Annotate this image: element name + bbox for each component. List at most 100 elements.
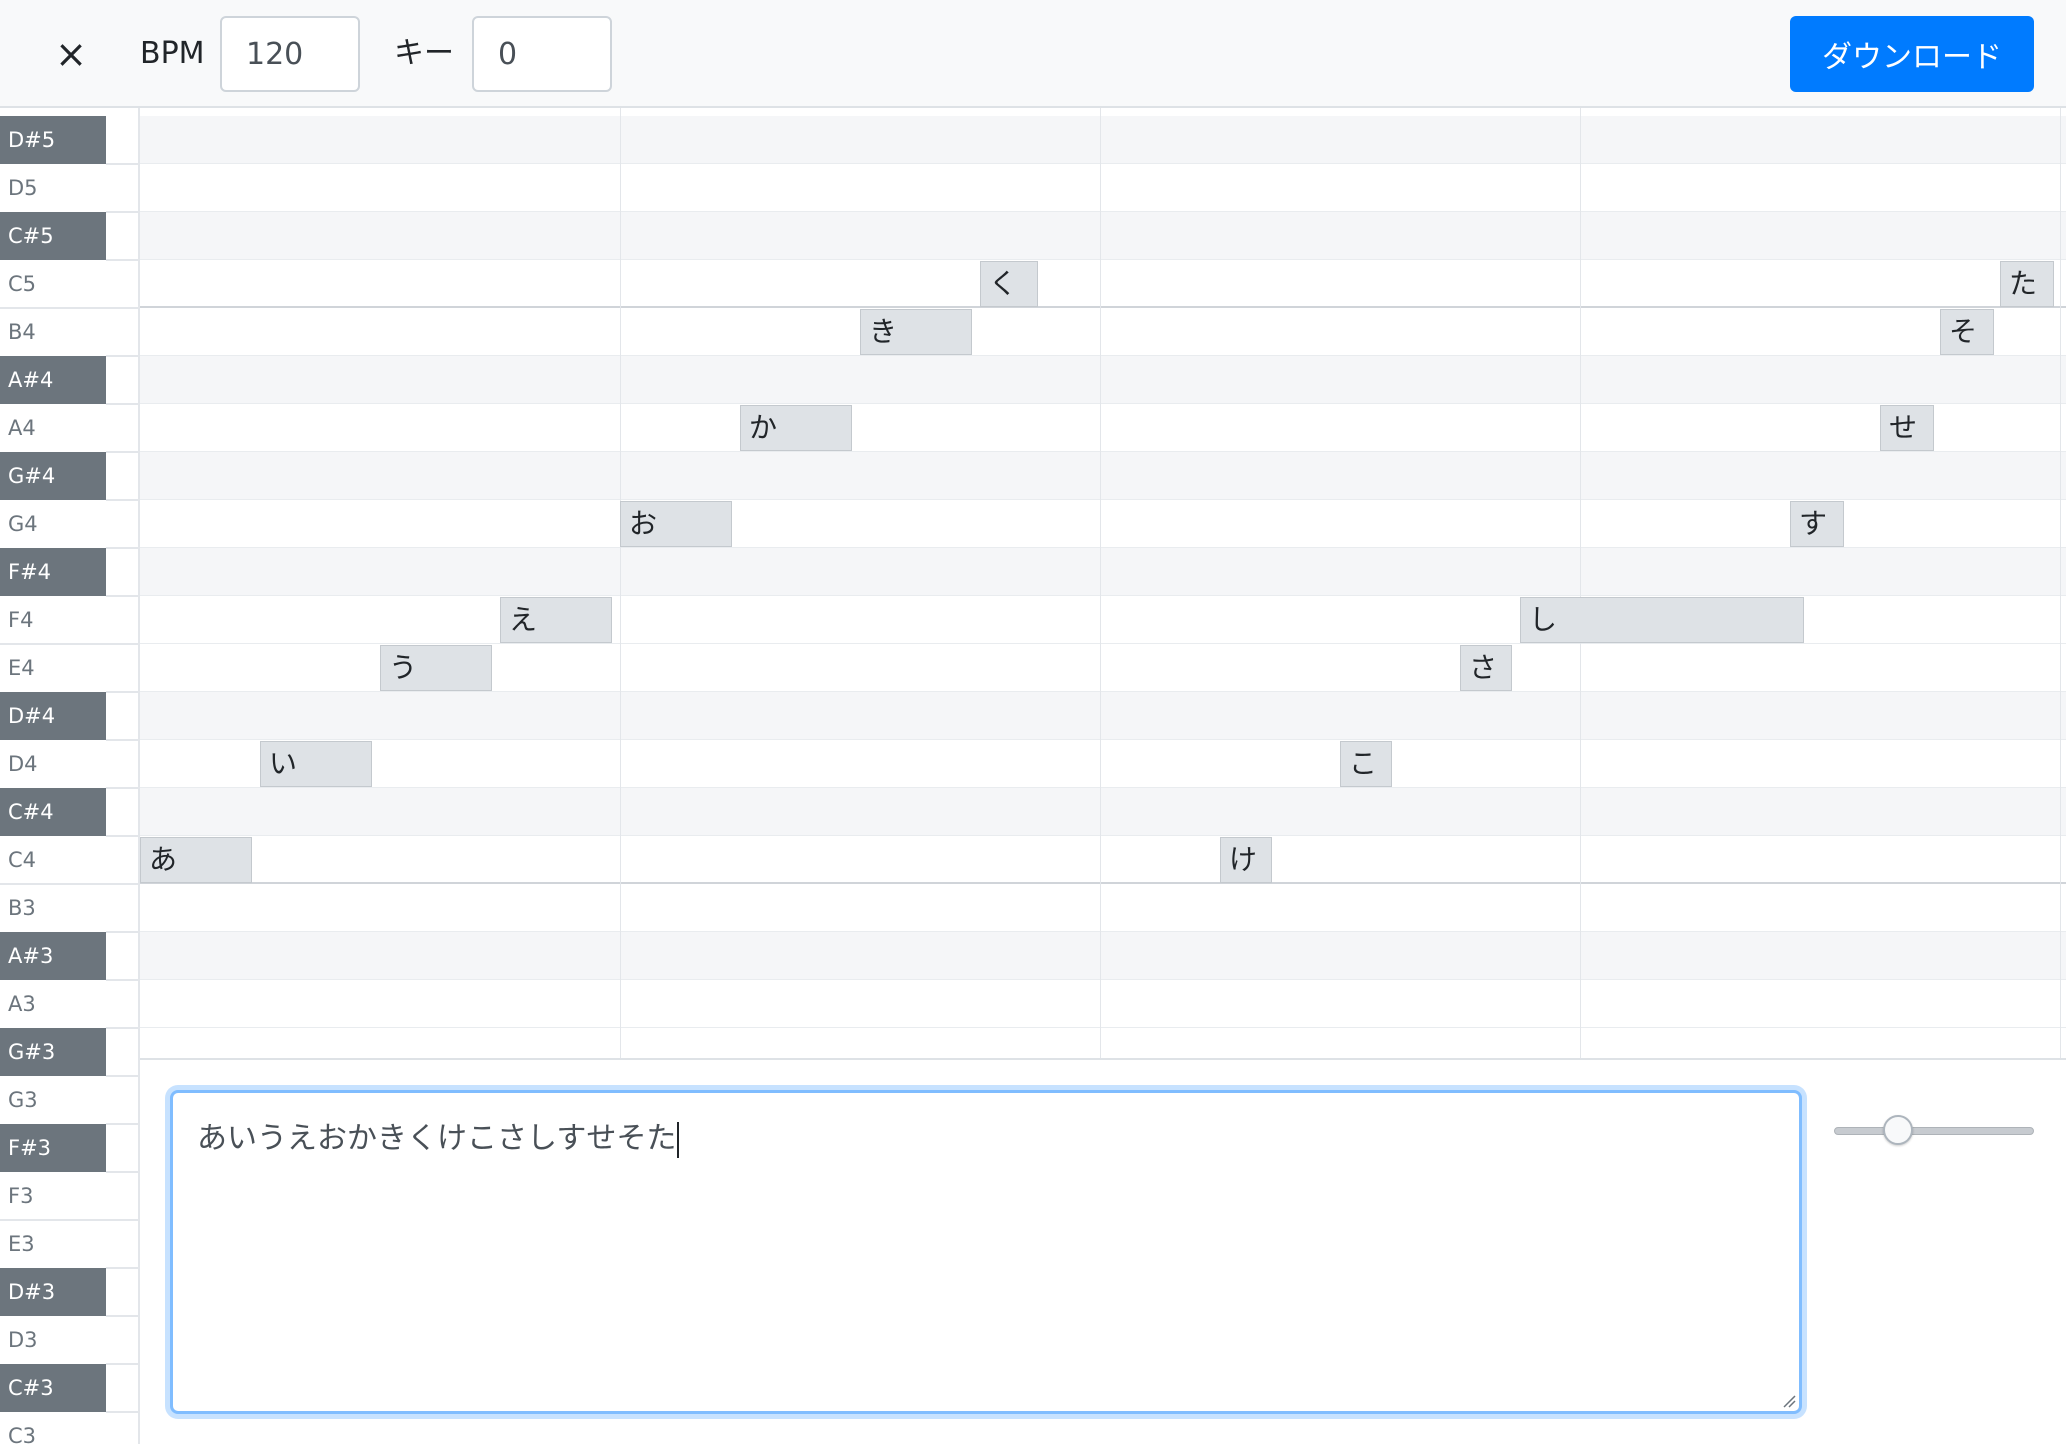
piano-key-g3[interactable]: G3	[8, 1088, 38, 1112]
note-block[interactable]: い	[260, 741, 372, 787]
key-separator	[106, 979, 138, 981]
key-separator	[106, 1075, 138, 1077]
bpm-label: BPM	[140, 36, 205, 71]
zoom-slider-thumb[interactable]	[1883, 1115, 1913, 1145]
piano-key-fsharp3[interactable]: F#3	[0, 1124, 106, 1172]
grid-row-csharp4[interactable]	[140, 788, 2066, 836]
grid-row-asharp4[interactable]	[140, 356, 2066, 404]
key-separator	[106, 787, 138, 789]
grid-row-a3[interactable]	[140, 980, 2066, 1028]
note-block[interactable]: す	[1790, 501, 1844, 547]
piano-key-csharp3[interactable]: C#3	[0, 1364, 106, 1412]
zoom-slider-track[interactable]	[1834, 1127, 2034, 1135]
note-block[interactable]: け	[1220, 837, 1272, 883]
piano-key-a4[interactable]: A4	[8, 416, 36, 440]
key-separator	[0, 883, 138, 885]
note-block[interactable]: そ	[1940, 309, 1994, 355]
piano-key-b4[interactable]: B4	[8, 320, 36, 344]
piano-key-asharp4[interactable]: A#4	[0, 356, 106, 404]
lyrics-text: あいうえおかきくけこさしすせそた	[197, 1121, 677, 1156]
key-separator	[106, 1411, 138, 1413]
note-block[interactable]: う	[380, 645, 492, 691]
piano-key-dsharp5[interactable]: D#5	[0, 116, 106, 164]
measure-line	[620, 108, 621, 1060]
key-separator	[106, 259, 138, 261]
grid-row-a4[interactable]	[140, 404, 2066, 452]
piano-key-d4[interactable]: D4	[8, 752, 38, 776]
key-separator	[106, 1315, 138, 1317]
piano-key-e4[interactable]: E4	[8, 656, 35, 680]
piano-key-fsharp4[interactable]: F#4	[0, 548, 106, 596]
toolbar: × BPM キー ダウンロード	[0, 0, 2066, 108]
piano-key-a3[interactable]: A3	[8, 992, 36, 1016]
key-separator	[106, 211, 138, 213]
grid-row-g4[interactable]	[140, 500, 2066, 548]
measure-line	[1100, 108, 1101, 1060]
piano-key-c4[interactable]: C4	[8, 848, 37, 872]
key-separator	[0, 1219, 138, 1221]
note-block[interactable]: か	[740, 405, 852, 451]
piano-key-dsharp4[interactable]: D#4	[0, 692, 106, 740]
piano-key-f3[interactable]: F3	[8, 1184, 34, 1208]
lyrics-textarea[interactable]: あいうえおかきくけこさしすせそた	[170, 1090, 1802, 1414]
grid-row-b4[interactable]	[140, 308, 2066, 356]
piano-key-b3[interactable]: B3	[8, 896, 36, 920]
grid-row-c4[interactable]	[140, 836, 2066, 884]
grid-row-dsharp4[interactable]	[140, 692, 2066, 740]
note-block[interactable]: さ	[1460, 645, 1512, 691]
piano-key-asharp3[interactable]: A#3	[0, 932, 106, 980]
piano-key-c3[interactable]: C3	[8, 1424, 37, 1444]
grid-row-f4[interactable]	[140, 596, 2066, 644]
text-caret	[677, 1121, 680, 1158]
grid-row-fsharp4[interactable]	[140, 548, 2066, 596]
grid-row-d4[interactable]	[140, 740, 2066, 788]
note-block[interactable]: し	[1520, 597, 1804, 643]
piano-key-g4[interactable]: G4	[8, 512, 38, 536]
download-button[interactable]: ダウンロード	[1790, 16, 2034, 92]
key-separator	[106, 355, 138, 357]
piano-key-d5[interactable]: D5	[8, 176, 38, 200]
close-button[interactable]: ×	[55, 32, 87, 76]
grid-row-asharp3[interactable]	[140, 932, 2066, 980]
key-input[interactable]	[472, 16, 612, 92]
note-block[interactable]: お	[620, 501, 732, 547]
grid-row-gsharp4[interactable]	[140, 452, 2066, 500]
grid-row-d5[interactable]	[140, 164, 2066, 212]
piano-key-d3[interactable]: D3	[8, 1328, 38, 1352]
piano-key-e3[interactable]: E3	[8, 1232, 35, 1256]
measure-line	[2060, 108, 2061, 1060]
note-block[interactable]: え	[500, 597, 612, 643]
piano-key-csharp5[interactable]: C#5	[0, 212, 106, 260]
grid-row-csharp5[interactable]	[140, 212, 2066, 260]
grid-row-c5[interactable]	[140, 260, 2066, 308]
piano-key-dsharp3[interactable]: D#3	[0, 1268, 106, 1316]
piano-key-c5[interactable]: C5	[8, 272, 37, 296]
grid-row-b3[interactable]	[140, 884, 2066, 932]
note-grid[interactable]: あ い うえ お か きくけ こ さし す せ そた	[140, 108, 2066, 1060]
note-block[interactable]: た	[2000, 261, 2054, 307]
note-block[interactable]: あ	[140, 837, 252, 883]
key-separator	[106, 595, 138, 597]
resize-grip-icon[interactable]	[1782, 1394, 1796, 1408]
grid-row-dsharp5[interactable]	[140, 116, 2066, 164]
key-separator	[106, 739, 138, 741]
note-block[interactable]: く	[980, 261, 1038, 307]
note-block[interactable]: き	[860, 309, 972, 355]
key-separator	[106, 1027, 138, 1029]
piano-key-gsharp3[interactable]: G#3	[0, 1028, 106, 1076]
piano-key-gsharp4[interactable]: G#4	[0, 452, 106, 500]
key-separator	[106, 403, 138, 405]
key-separator	[0, 643, 138, 645]
piano-key-f4[interactable]: F4	[8, 608, 34, 632]
piano-key-csharp4[interactable]: C#4	[0, 788, 106, 836]
key-label: キー	[394, 36, 454, 71]
bpm-input[interactable]	[220, 16, 360, 92]
grid-row-e4[interactable]	[140, 644, 2066, 692]
key-separator	[106, 547, 138, 549]
grid-bottom-border	[140, 1058, 2066, 1060]
note-block[interactable]: せ	[1880, 405, 1934, 451]
key-separator	[106, 1171, 138, 1173]
note-block[interactable]: こ	[1340, 741, 1392, 787]
key-separator	[106, 499, 138, 501]
key-separator	[106, 1363, 138, 1365]
